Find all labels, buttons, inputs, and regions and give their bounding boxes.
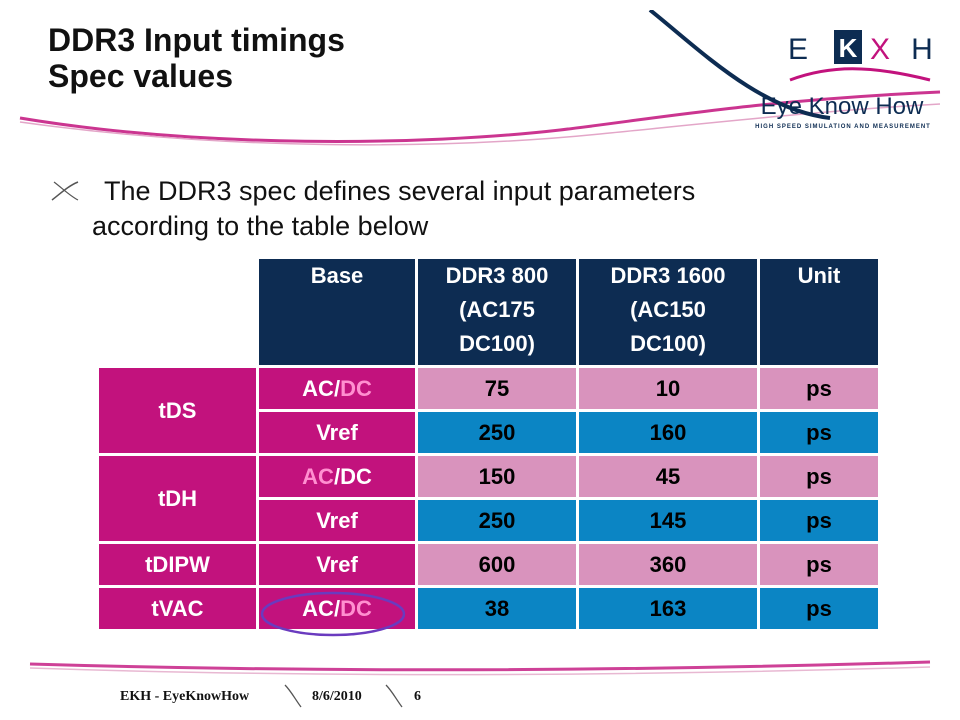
base-cell: AC/DC: [259, 588, 415, 629]
ddr3-800-value: 38: [418, 588, 576, 629]
header-row: Base DDR3 800 (AC175 DC100) DDR3 1600 (A…: [99, 259, 878, 365]
unit-value: ps: [760, 544, 878, 585]
base-ac: AC: [302, 375, 334, 401]
unit-value: ps: [760, 456, 878, 497]
x-bullet-icon: [51, 181, 79, 201]
param-tvac: tVAC: [99, 588, 256, 629]
unit-value: ps: [760, 412, 878, 453]
base-dc: DC: [340, 463, 372, 489]
logo-letter-e: E: [788, 33, 808, 66]
header-unit: Unit: [760, 259, 878, 365]
base-slash: /: [333, 595, 341, 621]
base-dc-highlight: DC: [340, 375, 372, 401]
base-cell: AC/DC: [259, 456, 415, 497]
header-ddr3-1600: DDR3 1600 (AC150 DC100): [579, 259, 757, 365]
base-slash: /: [333, 463, 341, 489]
table-row: tDIPW Vref 600 360 ps: [99, 544, 878, 585]
header-ddr3-800-line1: DDR3 800: [445, 263, 549, 288]
bullet-line-2: according to the table below: [92, 211, 429, 241]
base-dc-highlight: DC: [340, 595, 372, 621]
footer-separator-icon: [284, 684, 302, 708]
ddr3-1600-value: 360: [579, 544, 757, 585]
slide-title: DDR3 Input timings Spec values: [48, 22, 345, 94]
ddr3-800-value: 75: [418, 368, 576, 409]
table-row: Vref 250 160 ps: [99, 412, 878, 453]
param-tdh: tDH: [99, 456, 256, 541]
param-tds: tDS: [99, 368, 256, 453]
highlight-ellipse: [260, 591, 406, 637]
header-ddr3-800-line3: DC100): [459, 331, 535, 356]
ddr3-800-value: 250: [418, 412, 576, 453]
table-row: tDH AC/DC 150 45 ps: [99, 456, 878, 541]
bullet-paragraph: The DDR3 spec defines several input para…: [92, 174, 892, 244]
base-ac: AC: [302, 595, 334, 621]
footer-separator-icon: [385, 684, 403, 708]
title-line-2: Spec values: [48, 58, 233, 94]
logo-tagline: HIGH SPEED SIMULATION AND MEASUREMENT: [755, 124, 931, 130]
logo-letter-h: H: [911, 33, 933, 66]
header-ddr3-1600-line1: DDR3 1600: [610, 263, 726, 288]
unit-value: ps: [760, 588, 878, 629]
logo-name: Eye Know How: [761, 93, 924, 120]
ddr3-1600-value: 163: [579, 588, 757, 629]
ddr3-800-value: 600: [418, 544, 576, 585]
footer-date: 8/6/2010: [312, 689, 362, 704]
base-cell: Vref: [259, 412, 415, 453]
ddr3-1600-value: 160: [579, 412, 757, 453]
base-cell: Vref: [259, 500, 415, 541]
param-tdipw: tDIPW: [99, 544, 256, 585]
ddr3-1600-value: 10: [579, 368, 757, 409]
title-line-1: DDR3 Input timings: [48, 22, 345, 58]
table-row: tDS AC/DC 75 10 ps: [99, 368, 878, 453]
unit-value: ps: [760, 500, 878, 541]
logo-letter-x: X: [870, 33, 890, 66]
logo-letter-k: K: [839, 33, 858, 63]
base-ac-highlight: AC: [302, 463, 334, 489]
bullet-line-1: The DDR3 spec defines several input para…: [104, 176, 696, 206]
eyeknowhow-logo: K E X H Eye Know How HIGH SPEED SIMULATI…: [640, 8, 950, 150]
timing-spec-table: Base DDR3 800 (AC175 DC100) DDR3 1600 (A…: [96, 256, 881, 632]
ddr3-800-value: 150: [418, 456, 576, 497]
header-ddr3-1600-line3: DC100): [630, 331, 706, 356]
empty-corner-cell: [99, 259, 256, 365]
base-cell: AC/DC: [259, 368, 415, 409]
ddr3-1600-value: 145: [579, 500, 757, 541]
ddr3-800-value: 250: [418, 500, 576, 541]
page-number: 6: [414, 689, 421, 704]
table-row: tVAC AC/DC 38 163 ps: [99, 588, 878, 629]
ddr3-1600-value: 45: [579, 456, 757, 497]
header-ddr3-1600-line2: (AC150: [630, 297, 706, 322]
base-cell: Vref: [259, 544, 415, 585]
footer-company: EKH - EyeKnowHow: [120, 689, 250, 704]
header-ddr3-800: DDR3 800 (AC175 DC100): [418, 259, 576, 365]
unit-value: ps: [760, 368, 878, 409]
header-base: Base: [259, 259, 415, 365]
table-row: Vref 250 145 ps: [99, 500, 878, 541]
base-slash: /: [333, 375, 341, 401]
header-ddr3-800-line2: (AC175: [459, 297, 535, 322]
